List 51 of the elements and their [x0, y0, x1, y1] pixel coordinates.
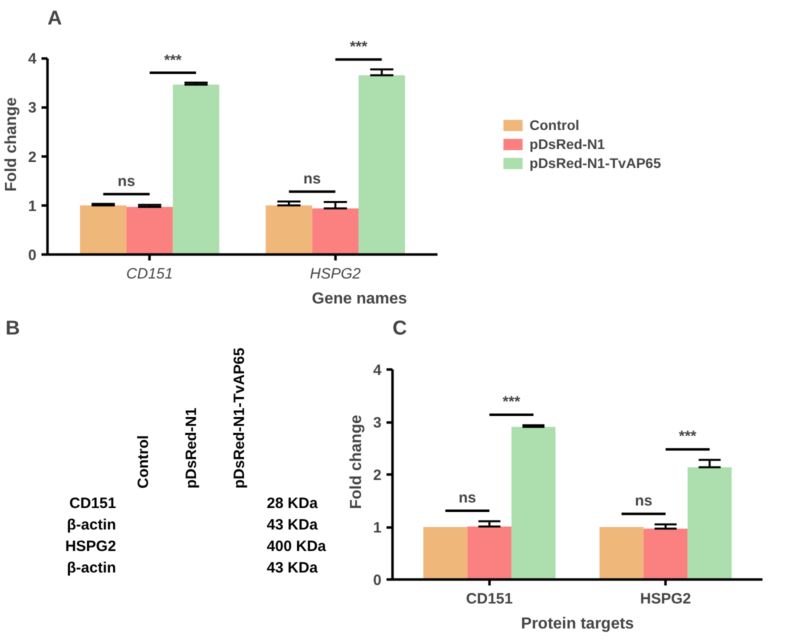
category-label: pDsRed-N1	[182, 408, 200, 488]
y-axis-title: Fold change	[348, 414, 366, 510]
y-tick-label: 2	[28, 148, 36, 166]
bar	[423, 527, 468, 580]
category-label: β-actin	[66, 516, 116, 534]
category-label: HSPG2	[65, 538, 116, 555]
annotation: ***	[164, 52, 182, 69]
bar	[312, 208, 359, 254]
chart-title: A	[48, 8, 62, 30]
bar	[688, 467, 732, 580]
bar	[80, 205, 126, 254]
annotation: ***	[678, 428, 697, 446]
y-tick-label: 3	[28, 100, 36, 117]
bar	[266, 205, 312, 254]
y-tick-label: 4	[373, 362, 382, 380]
annotation: ns	[118, 173, 136, 190]
bar	[600, 527, 644, 580]
y-tick-label: 0	[28, 247, 36, 264]
category-label: 43 KDa	[266, 559, 318, 576]
y-tick-label: 0	[373, 572, 382, 589]
y-axis-title: Fold change	[3, 97, 20, 192]
y-tick-label: 3	[373, 414, 382, 432]
chart-title: C	[392, 318, 407, 340]
legend-label: pDsRed-N1-TvAP65	[530, 155, 661, 171]
annotation: ***	[502, 394, 520, 411]
x-axis-title: Gene names	[312, 290, 408, 308]
bar	[126, 206, 173, 254]
category-label: 400 KDa	[266, 538, 326, 555]
category-label: CD151	[69, 494, 116, 512]
annotation: ns	[458, 490, 476, 507]
y-tick-label: 4	[28, 50, 38, 68]
legend-label: Control	[530, 117, 580, 133]
category-label: pDsRed-N1-TvAP65	[230, 348, 248, 488]
annotation: ns	[303, 170, 321, 188]
annotation: ns	[634, 492, 652, 510]
y-tick-label: 2	[373, 467, 382, 484]
bar	[511, 426, 556, 580]
category-label: 43 KDa	[266, 516, 318, 534]
x-axis-title: Protein targets	[521, 616, 634, 632]
y-tick-label: 1	[28, 198, 36, 215]
bar	[358, 75, 405, 254]
text: ***	[350, 38, 368, 56]
bar	[172, 84, 220, 254]
bar	[644, 528, 688, 580]
category-label: β-actin	[66, 559, 116, 576]
y-tick-label: 1	[373, 520, 382, 537]
legend-label: pDsRed-N1	[530, 136, 605, 152]
category-label: 28 KDa	[266, 494, 318, 512]
bar	[467, 526, 512, 580]
text: B	[6, 318, 20, 340]
category-label: Control	[134, 435, 152, 488]
